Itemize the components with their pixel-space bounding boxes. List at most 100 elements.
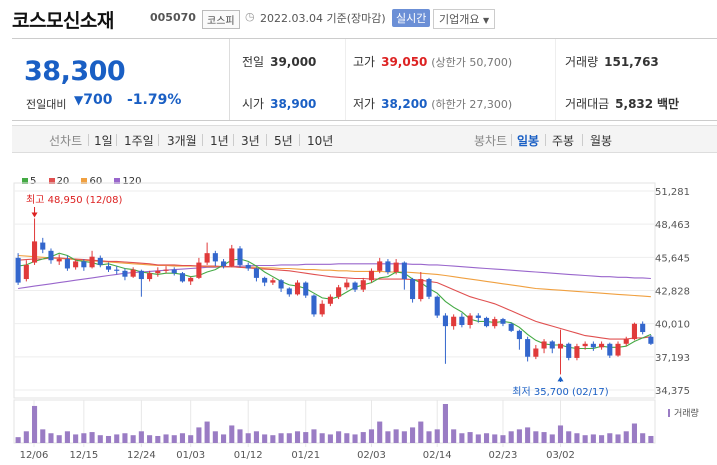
candle-chart-label: 봉차트: [474, 134, 508, 148]
candle-body: [442, 315, 448, 327]
candle-body: [377, 261, 383, 271]
period-3y[interactable]: 3년: [241, 134, 260, 148]
candle-body: [566, 343, 572, 358]
upper-limit: (상한가 50,700): [431, 56, 513, 69]
period-5y[interactable]: 5년: [274, 134, 293, 148]
stat-label: 거래대금: [565, 97, 610, 111]
high-annotation: 최고 48,950 (12/08): [26, 194, 122, 206]
volume-plot-frame: [13, 399, 656, 444]
period-1d[interactable]: 1일: [94, 134, 113, 148]
change-amount: 700: [83, 92, 113, 108]
volume-bar: [221, 434, 227, 443]
y-tick-label: 45,645: [655, 253, 690, 264]
stat-open: 시가 38,900: [242, 95, 316, 112]
candle-weekly[interactable]: 주봉: [552, 134, 575, 148]
stat-label: 저가: [353, 97, 376, 111]
candle-body: [541, 341, 547, 349]
candle-body: [410, 279, 416, 300]
volume-bar: [401, 431, 407, 443]
current-price: 38,300: [24, 56, 126, 87]
candle-body: [467, 315, 473, 325]
period-1w[interactable]: 1주일: [124, 134, 154, 148]
volume-bar: [467, 432, 473, 443]
y-tick-label: 34,375: [655, 386, 690, 397]
candle-body: [73, 261, 79, 268]
volume-bar: [163, 434, 169, 443]
volume-bar: [607, 433, 613, 443]
legend-ma20[interactable]: 20: [48, 176, 69, 187]
legend-ma60[interactable]: 60: [81, 176, 102, 187]
candle-body: [229, 248, 235, 267]
volume-bar: [426, 431, 432, 443]
candle-body: [459, 316, 465, 325]
volume-bar: [368, 429, 375, 443]
candle-body: [385, 261, 391, 272]
candle-body: [171, 269, 177, 274]
change-value: ▼700: [74, 92, 112, 108]
period-10y[interactable]: 10년: [307, 134, 334, 148]
chart-toolbar: 선차트 1일 1주일 3개월 1년 3년 5년 10년 봉차트 일봉 주봉 월봉: [12, 125, 717, 153]
candle-body: [48, 250, 54, 261]
volume-bar: [253, 431, 259, 443]
volume-bar: [648, 435, 654, 443]
candle-body: [500, 319, 506, 324]
stat-value: 39,050: [381, 55, 428, 69]
candle-body: [623, 339, 629, 344]
volume-bar: [179, 433, 186, 443]
x-tick-label: 01/12: [234, 450, 263, 461]
y-tick-label: 40,010: [655, 320, 690, 331]
volume-bar: [229, 425, 235, 443]
volume-bar: [492, 434, 498, 443]
volume-bar: [475, 434, 481, 443]
price-summary: 38,300 전일대비 ▼700 -1.79% 전일 39,000 고가 39,05…: [12, 38, 717, 121]
ma5-line: [18, 252, 652, 350]
volume-bar: [336, 431, 342, 443]
candle-body: [81, 261, 87, 268]
candle-body: [130, 269, 136, 277]
chevron-down-icon: ▼: [482, 16, 490, 25]
volume-bar: [418, 421, 424, 443]
candle-body: [303, 282, 309, 296]
title-row: 코스모신소재 005070 코스피 ◷ 2022.03.04 기준(장마감) 실…: [0, 0, 717, 35]
volume-bar: [640, 433, 646, 443]
volume-bar: [451, 429, 457, 443]
volume-bar: [40, 429, 46, 443]
candle-body: [114, 269, 120, 271]
candle-body: [393, 262, 399, 272]
volume-bar: [171, 435, 177, 443]
volume-bar: [590, 434, 596, 443]
candle-body: [196, 262, 202, 278]
lower-limit: (하한가 27,300): [431, 98, 513, 111]
volume-bar: [393, 429, 399, 443]
company-overview-button[interactable]: 기업개요 ▼: [433, 9, 496, 29]
volume-bar: [377, 421, 383, 443]
volume-bar: [15, 437, 21, 443]
volume-bar: [327, 434, 333, 443]
volume-bar: [623, 431, 629, 443]
candle-body: [599, 343, 605, 348]
candle-body: [155, 270, 161, 274]
price-panel: 38,300 전일대비 ▼700 -1.79%: [12, 39, 230, 120]
low-arrow-head: [557, 376, 564, 382]
candle-body: [418, 279, 424, 300]
legend-ma120[interactable]: 120: [114, 176, 142, 187]
candle-body: [212, 253, 218, 262]
volume-bar: [122, 433, 128, 443]
candle-body: [549, 341, 555, 349]
volume-bar: [97, 435, 103, 443]
candle-body: [401, 262, 407, 280]
candle-body: [352, 282, 358, 290]
candle-monthly[interactable]: 월봉: [590, 134, 613, 148]
legend-ma5[interactable]: 5: [22, 176, 36, 187]
candle-body: [492, 319, 498, 327]
volume-bar: [245, 433, 251, 443]
candle-body: [574, 346, 580, 358]
period-3m[interactable]: 3개월: [167, 134, 197, 148]
candle-body: [122, 270, 128, 277]
candle-daily[interactable]: 일봉: [517, 134, 540, 148]
stat-value: 5,832: [615, 97, 654, 111]
realtime-button[interactable]: 실시간: [392, 9, 431, 27]
period-1y[interactable]: 1년: [210, 134, 229, 148]
volume-axis-label: 거래량: [674, 407, 699, 419]
